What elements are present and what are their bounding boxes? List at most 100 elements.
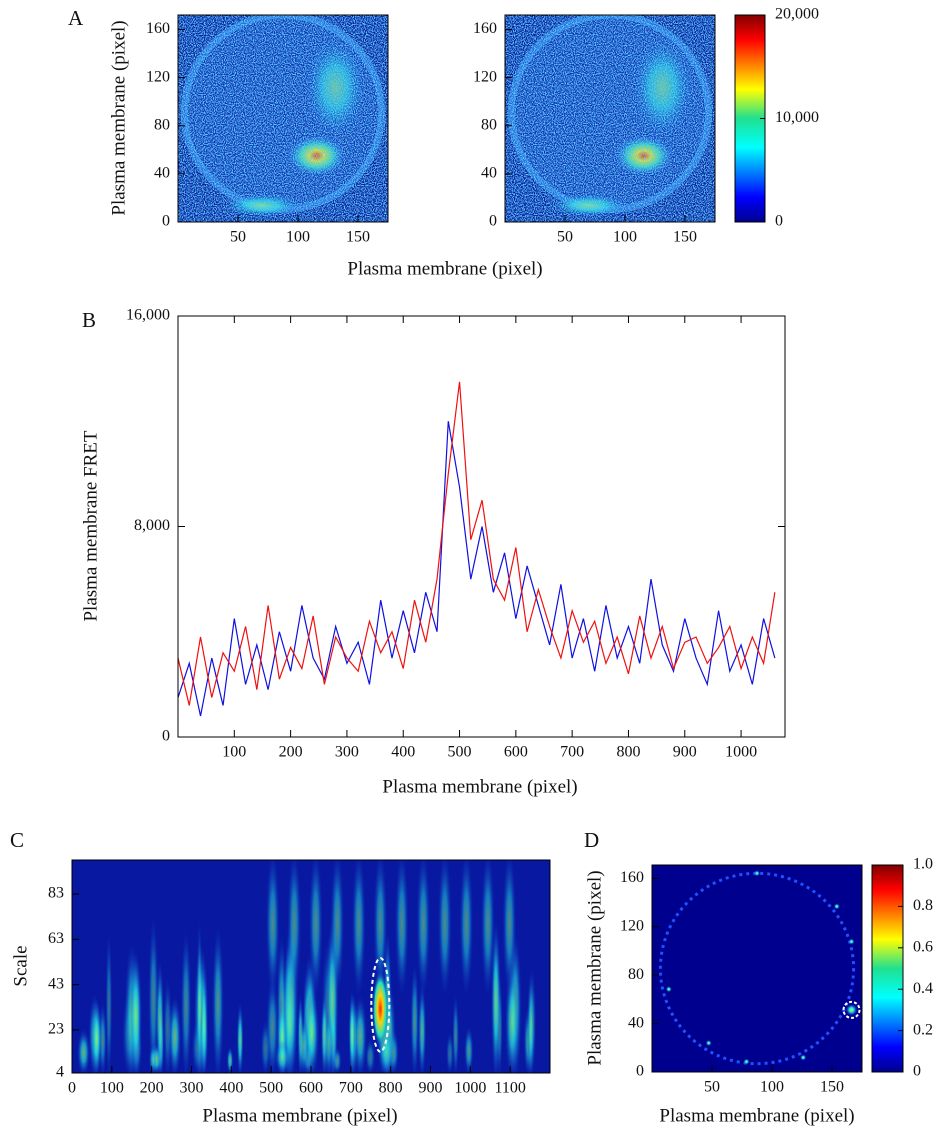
x-tick-label: 150 [346,229,370,246]
y-tick-label: 40 [481,165,497,182]
ridge [351,860,366,999]
y-tick-label: 120 [620,917,644,934]
y-tick-label: 120 [146,68,170,85]
x-tick-label: 700 [560,744,584,761]
ridge [323,1011,334,1073]
ridge [298,1015,309,1073]
image [72,860,550,1073]
ridge [446,1031,454,1073]
x-tick-label: 600 [299,1080,323,1097]
x-tick-label: 800 [616,744,640,761]
noise [178,15,388,222]
x-tick-label: 300 [180,1080,204,1097]
x-tick-label: 200 [279,744,303,761]
y-tick-label: 80 [481,116,497,133]
y-tick-label: 120 [473,68,497,85]
y-tick-label: 23 [48,1021,64,1038]
x-tick-label: 900 [419,1080,443,1097]
ridge [417,982,427,1073]
plot-frame [177,14,389,223]
spot [833,903,840,910]
y-axis-label: Plasma membrane (pixel) [108,20,129,215]
hot-spot [845,1003,858,1016]
ridge [226,1046,234,1073]
y-tick-label: 83 [48,885,64,902]
ridge [130,950,143,1073]
x-tick-label: 1000 [725,744,757,761]
ridge [282,973,298,1073]
y-tick-label: 160 [473,20,497,37]
hot-ridge [372,970,389,1048]
ridge [260,1019,271,1073]
colorbar-tick-label: 0.8 [913,897,933,914]
ridge [308,860,323,999]
x-axis-label: Plasma membrane (pixel) [382,776,577,797]
x-tick-label: 600 [504,744,528,761]
colorbar-tick-label: 0.2 [913,1021,933,1038]
ridge [464,1025,474,1073]
image [652,865,862,1072]
y-tick-label: 0 [162,213,170,230]
panel-label: D [584,828,599,852]
colorbar-tick-label: 20,000 [775,6,819,23]
colorbar-tick-label: 0 [775,213,783,230]
ridge [200,969,208,1073]
x-tick-label: 150 [673,229,697,246]
ridge [287,860,302,999]
colorbar-tick-label: 1.0 [913,856,933,873]
x-tick-label: 50 [704,1079,720,1096]
x-tick-label: 100 [613,229,637,246]
ridge [394,860,409,999]
ridge [459,860,474,999]
plot-frame [177,315,786,738]
x-tick-label: 100 [100,1080,124,1097]
y-axis-label: Plasma membrane FRET [80,430,101,621]
ridge [91,999,103,1073]
image [505,15,715,222]
image [178,15,388,222]
spot [800,1054,807,1061]
y-tick-label: 160 [620,869,644,886]
x-tick-label: 100 [286,229,310,246]
ridge [149,1045,157,1073]
plot-frame [504,14,716,223]
y-axis-label: Plasma membrane (pixel) [584,870,605,1065]
y-tick-label: 8,000 [134,517,170,534]
x-tick-label: 200 [140,1080,164,1097]
ridge [180,927,192,1073]
spot [848,938,855,945]
series-line [177,421,776,717]
x-tick-label: 800 [379,1080,403,1097]
y-tick-label: 0 [162,728,170,745]
colorbar [871,864,904,1073]
ridge [348,989,356,1073]
y-tick-label: 16,000 [126,307,170,324]
x-axis-label: Plasma membrane (pixel) [202,1105,397,1126]
colorbar-tick-label: 10,000 [775,109,819,126]
y-tick-label: 160 [146,20,170,37]
x-tick-label: 500 [259,1080,283,1097]
y-tick-label: 80 [154,116,170,133]
panel-label: B [82,308,96,332]
x-tick-label: 400 [219,1080,243,1097]
y-tick-label: 0 [636,1063,644,1080]
spot [665,986,672,993]
membrane [658,871,856,1066]
x-tick-label: 100 [222,744,246,761]
ridge [265,860,280,999]
ridge [437,860,452,999]
spot [743,1058,750,1065]
ridge [452,993,460,1073]
x-tick-label: 50 [557,229,573,246]
image-bg [652,865,862,1072]
x-axis-label: Plasma membrane (pixel) [659,1105,854,1126]
colorbar-tick-label: 0 [913,1063,921,1080]
x-tick-label: 100 [760,1079,784,1096]
colorbar-tick-label: 0.4 [913,980,933,997]
x-tick-label: 1100 [494,1080,525,1097]
panel-label: C [10,828,24,852]
y-tick-label: 43 [48,975,64,992]
x-tick-label: 500 [448,744,472,761]
ridge [353,994,368,1073]
